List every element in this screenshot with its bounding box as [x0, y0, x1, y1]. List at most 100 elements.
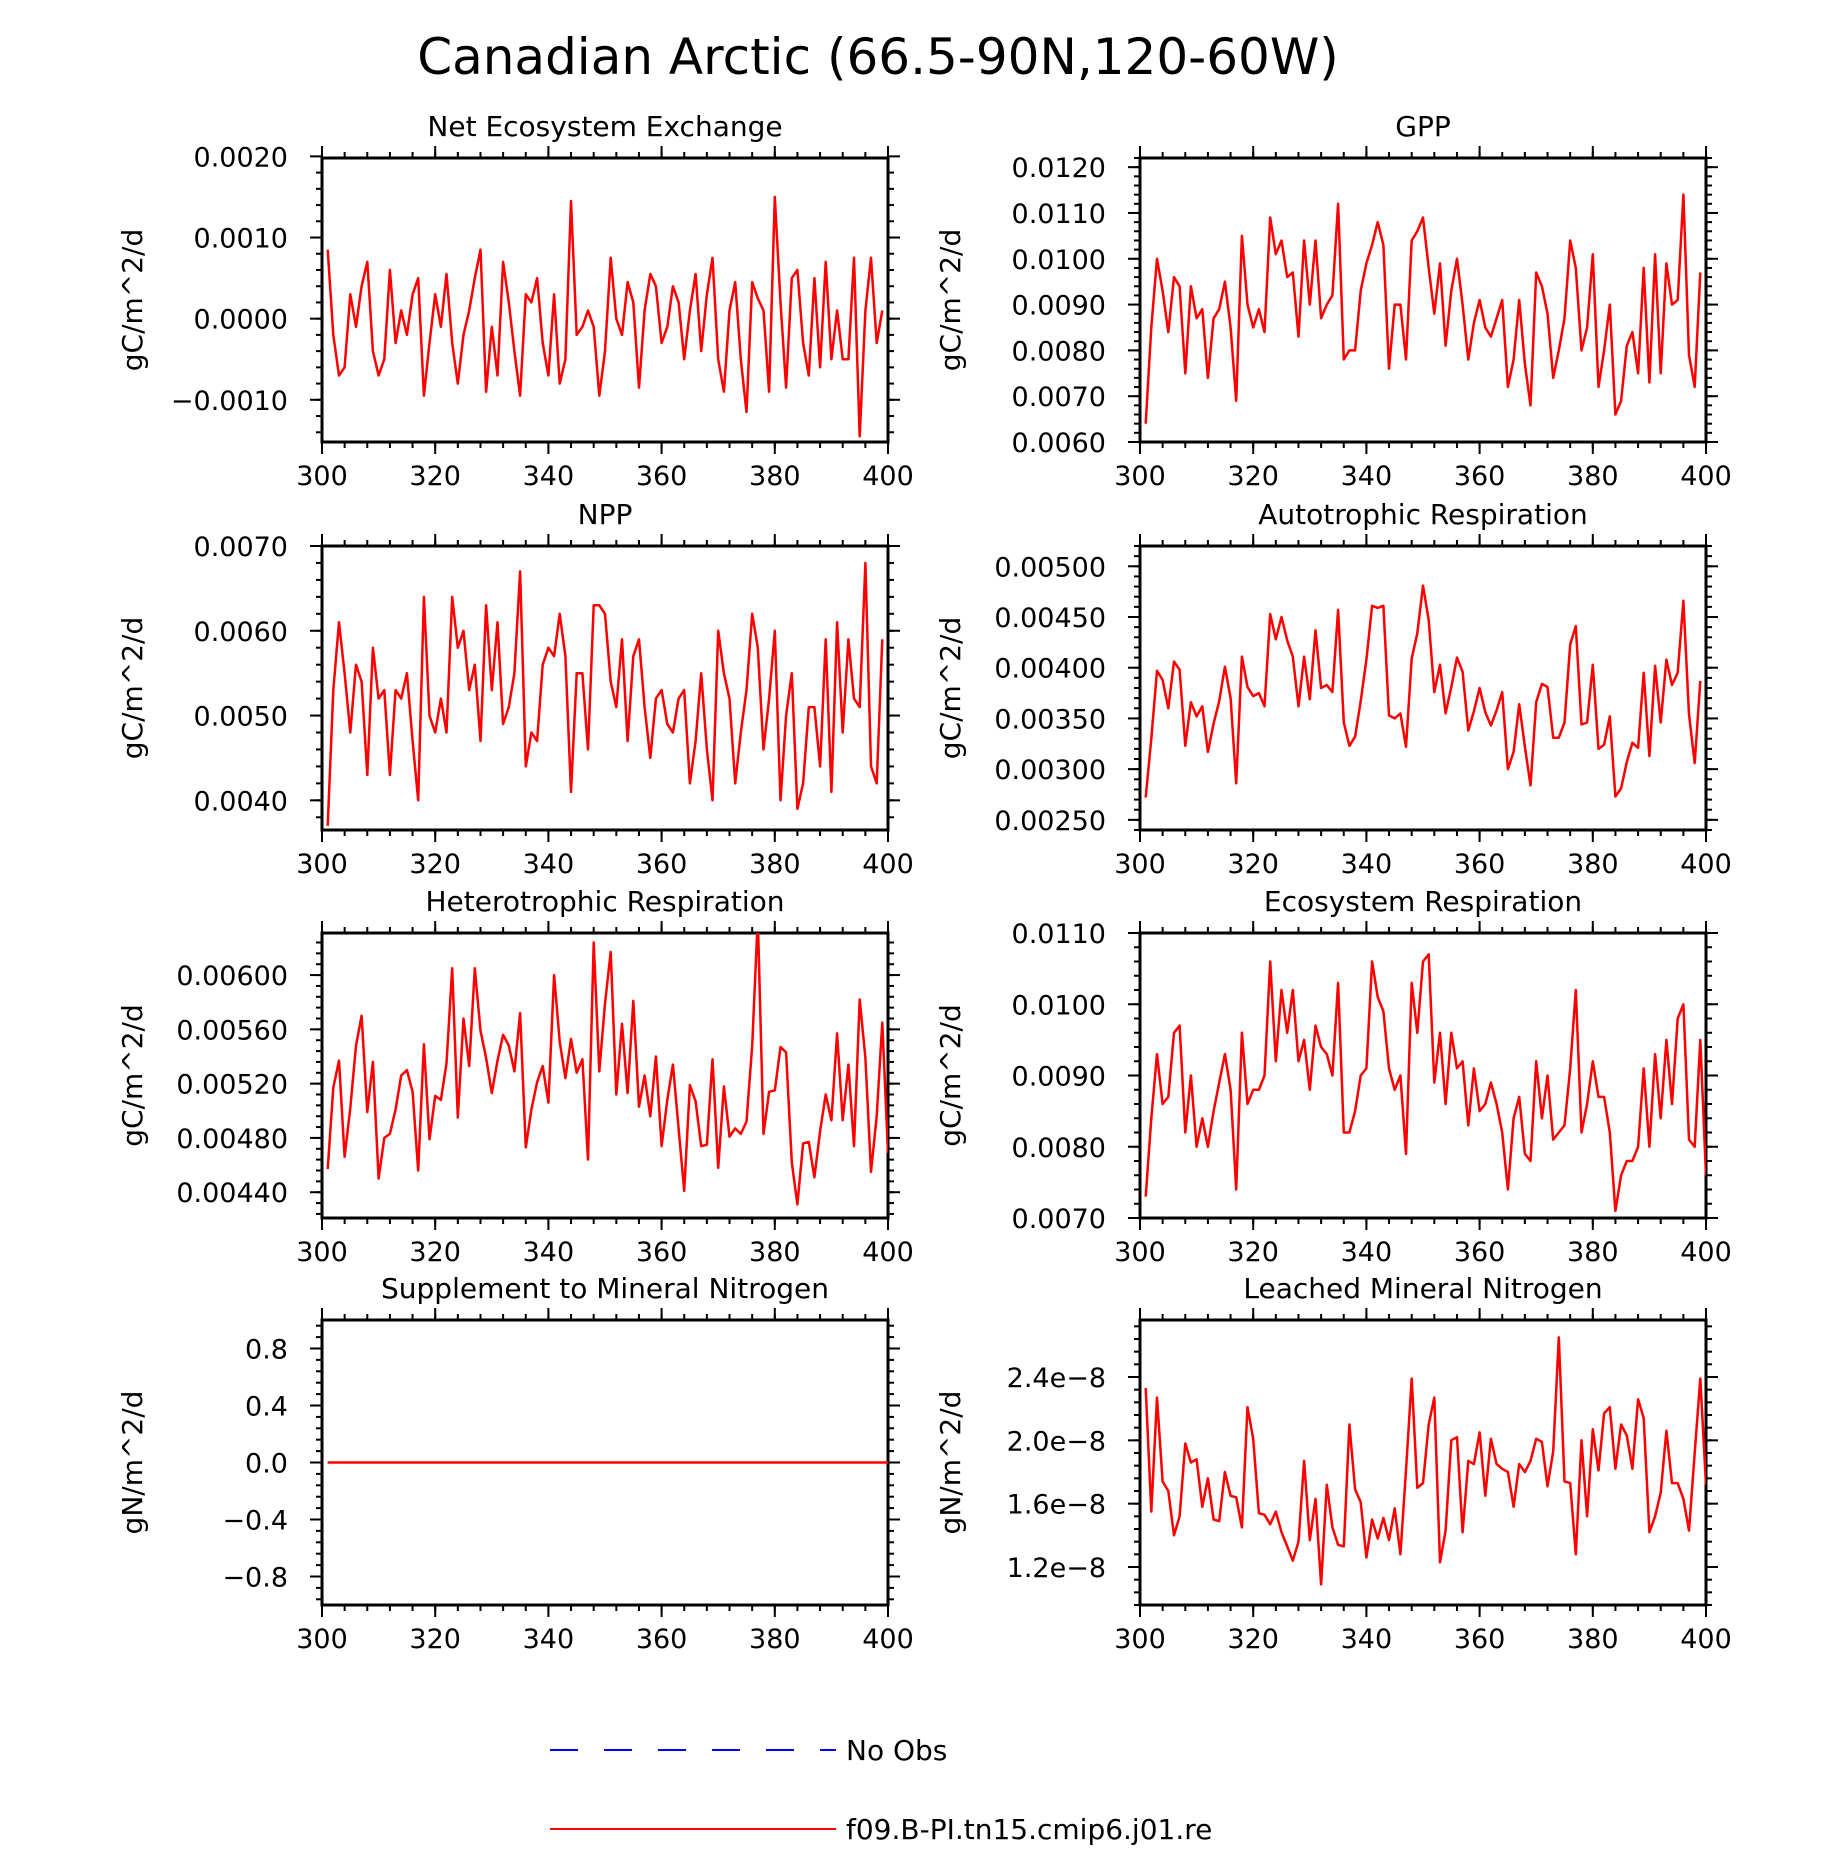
- x-tick-label: 340: [1341, 1624, 1393, 1655]
- y-tick-label: 2.0e−8: [1007, 1426, 1106, 1457]
- x-tick-label: 360: [636, 849, 688, 880]
- x-tick-label: 360: [636, 1624, 688, 1655]
- x-tick-label: 320: [409, 1237, 461, 1268]
- x-tick-label: 360: [636, 461, 688, 492]
- y-tick-label: 0.0010: [194, 224, 288, 255]
- plot-frame: [1138, 1318, 1708, 1607]
- y-axis-label: gC/m^2/d: [116, 1004, 149, 1147]
- y-tick-label: −0.8: [222, 1563, 288, 1594]
- panel-supplement-to-mineral-nitrogen: −0.8 −0.4 0.0 0.4 0.8 300 320 340 360 380 400 Suppl…: [116, 1272, 914, 1655]
- x-tick-label: 380: [749, 849, 801, 880]
- y-tick-label: 0.00600: [176, 961, 288, 992]
- y-tick-label: 0.0000: [194, 305, 288, 336]
- x-tick-label: 400: [862, 849, 914, 880]
- x-tick-label: 340: [1341, 849, 1393, 880]
- y-tick-label: 1.6e−8: [1007, 1490, 1106, 1521]
- x-tick-label: 340: [1341, 1237, 1393, 1268]
- panel-title: Leached Mineral Nitrogen: [1243, 1272, 1602, 1305]
- series-line: [1144, 953, 1706, 1213]
- y-tick-label: 0.0070: [194, 532, 288, 563]
- y-tick-label: −0.0010: [171, 386, 288, 417]
- figure-title: Canadian Arctic (66.5-90N,120-60W): [417, 28, 1339, 86]
- y-tick-label: 0.0060: [1012, 428, 1106, 459]
- plot-frame: [320, 931, 890, 1220]
- y-tick-label: 0.00560: [176, 1015, 288, 1046]
- x-tick-label: 300: [1114, 461, 1166, 492]
- panel-title: Ecosystem Respiration: [1264, 885, 1582, 918]
- plot-frame: [1138, 156, 1708, 444]
- x-tick-label: 380: [749, 461, 801, 492]
- x-tick-label: 340: [523, 849, 575, 880]
- y-tick-label: 0.0090: [1012, 1062, 1106, 1093]
- panel-net-ecosystem-exchange: −0.0010 0.0000 0.0010 0.0020 300 320 340 360 380…: [116, 110, 914, 492]
- x-tick-label: 400: [1680, 1624, 1732, 1655]
- y-tick-label: 0.0: [245, 1449, 288, 1480]
- y-axis-label: gC/m^2/d: [934, 617, 967, 760]
- panel-title: GPP: [1395, 110, 1450, 143]
- panel-gpp: 0.0060 0.0070 0.0080 0.0090 0.0100 0.0110 0.01…: [934, 110, 1732, 492]
- y-tick-label: 0.0050: [194, 702, 288, 733]
- plot-frame: [1138, 544, 1708, 832]
- panel-ecosystem-respiration: 0.0070 0.0080 0.0090 0.0100 0.0110 300 320 340 3…: [934, 885, 1732, 1268]
- y-tick-label: 0.00480: [176, 1124, 288, 1155]
- plot-frame: [320, 156, 890, 444]
- series-line: [1144, 193, 1702, 424]
- y-tick-label: 0.00450: [994, 603, 1106, 634]
- series-line: [326, 195, 884, 438]
- plot-frame: [320, 544, 890, 832]
- panel-title: Supplement to Mineral Nitrogen: [381, 1272, 829, 1305]
- x-tick-label: 380: [1567, 1624, 1619, 1655]
- x-tick-label: 300: [296, 461, 348, 492]
- y-tick-label: 0.00300: [994, 755, 1106, 786]
- series-line: [326, 561, 884, 826]
- x-tick-label: 300: [1114, 1237, 1166, 1268]
- y-tick-label: 0.0070: [1012, 382, 1106, 413]
- x-tick-label: 320: [409, 1624, 461, 1655]
- y-axis-label: gC/m^2/d: [116, 617, 149, 760]
- panel-title: Net Ecosystem Exchange: [427, 110, 782, 143]
- y-tick-label: 1.2e−8: [1007, 1553, 1106, 1584]
- x-tick-label: 380: [749, 1237, 801, 1268]
- x-tick-label: 340: [1341, 461, 1393, 492]
- x-tick-label: 380: [1567, 1237, 1619, 1268]
- x-tick-label: 360: [636, 1237, 688, 1268]
- y-axis-label: gN/m^2/d: [116, 1391, 149, 1535]
- x-tick-label: 400: [862, 1624, 914, 1655]
- x-tick-label: 320: [1227, 1624, 1279, 1655]
- x-tick-label: 320: [1227, 461, 1279, 492]
- x-tick-label: 320: [1227, 1237, 1279, 1268]
- y-tick-label: 0.0110: [1012, 919, 1106, 950]
- panel-npp: 0.0040 0.0050 0.0060 0.0070 300 320 340 360 380 4…: [116, 498, 914, 880]
- panel-leached-mineral-nitrogen: 1.2e−8 1.6e−8 2.0e−8 2.4e−8 300 320 340 360 380 4…: [934, 1272, 1732, 1655]
- x-tick-label: 300: [1114, 849, 1166, 880]
- x-tick-label: 320: [1227, 849, 1279, 880]
- y-tick-label: 0.0060: [194, 617, 288, 648]
- y-tick-label: 0.0070: [1012, 1204, 1106, 1235]
- y-axis-label: gC/m^2/d: [116, 229, 149, 372]
- plot-frame: [1138, 931, 1708, 1220]
- x-tick-label: 300: [296, 1624, 348, 1655]
- y-tick-label: 0.0020: [194, 142, 288, 173]
- x-tick-label: 400: [1680, 849, 1732, 880]
- x-tick-label: 300: [1114, 1624, 1166, 1655]
- y-tick-label: 2.4e−8: [1007, 1363, 1106, 1394]
- x-tick-label: 400: [1680, 461, 1732, 492]
- y-tick-label: 0.00350: [994, 704, 1106, 735]
- y-tick-label: 0.0120: [1012, 153, 1106, 184]
- y-tick-label: 0.00250: [994, 806, 1106, 837]
- x-tick-label: 400: [862, 461, 914, 492]
- panel-autotrophic-respiration: 0.00250 0.00300 0.00350 0.00400 0.00450 0.005…: [934, 498, 1732, 880]
- y-tick-label: −0.4: [222, 1506, 288, 1537]
- panel-title: Autotrophic Respiration: [1258, 498, 1587, 531]
- x-tick-label: 380: [1567, 461, 1619, 492]
- y-tick-label: 0.4: [245, 1392, 288, 1423]
- x-tick-label: 380: [749, 1624, 801, 1655]
- series-line: [1144, 584, 1702, 798]
- y-tick-label: 0.0100: [1012, 245, 1106, 276]
- y-tick-label: 0.0080: [1012, 336, 1106, 367]
- x-tick-label: 340: [523, 1237, 575, 1268]
- y-tick-label: 0.00440: [176, 1178, 288, 1209]
- x-tick-label: 300: [296, 1237, 348, 1268]
- y-tick-label: 0.00520: [176, 1070, 288, 1101]
- x-tick-label: 340: [523, 1624, 575, 1655]
